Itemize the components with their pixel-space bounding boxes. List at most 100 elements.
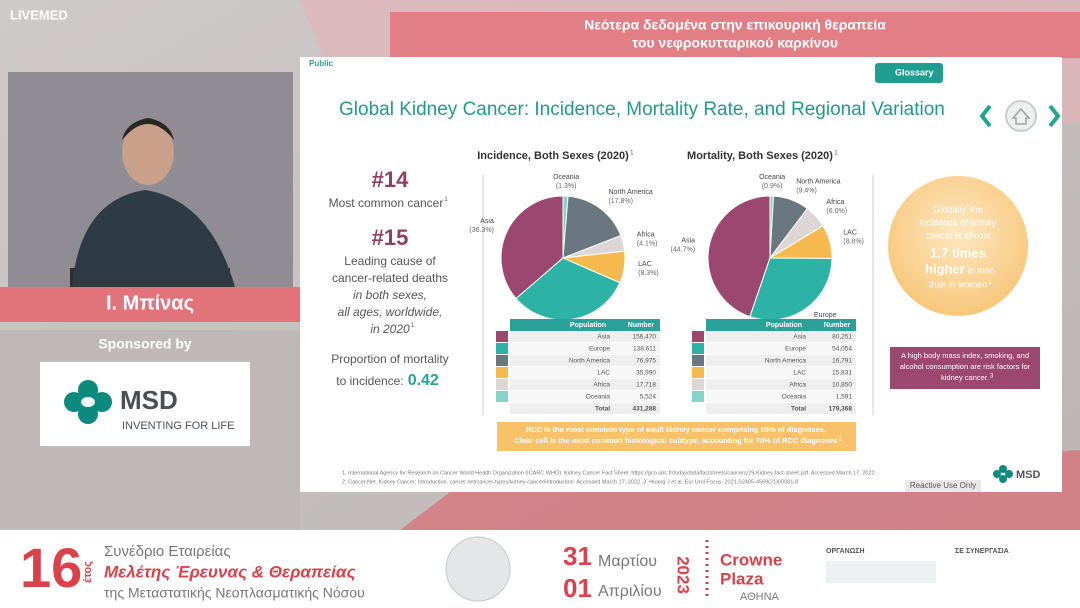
table-swatch xyxy=(692,343,704,354)
table-swatch xyxy=(496,331,508,342)
table-header-cell: Population xyxy=(570,322,606,329)
rcc-text: Clear cell is the most common histologic… xyxy=(515,436,838,445)
table-cell: 80,251 xyxy=(832,334,852,341)
sponsor-logo: MSD xyxy=(120,385,178,415)
callout-text: than in women xyxy=(929,279,988,289)
prev-arrow[interactable] xyxy=(979,104,992,128)
table-cell: LAC xyxy=(597,370,610,377)
reference: 1 xyxy=(444,197,448,203)
table-row xyxy=(510,391,660,402)
pie-slice xyxy=(562,195,622,259)
table-cell: 156,470 xyxy=(633,334,657,341)
slide-tag: Public xyxy=(309,59,334,68)
event-venue: Plaza xyxy=(720,569,764,588)
slice-label: Asia xyxy=(681,237,695,244)
name-bar xyxy=(0,287,300,322)
table-swatch xyxy=(692,391,704,402)
table-cell: 179,368 xyxy=(829,406,853,413)
table-cell: 54,054 xyxy=(832,346,852,353)
risk-text: alcohol consumption are risk factors for xyxy=(900,362,1031,371)
slice-value-label: (1.3%) xyxy=(556,183,577,190)
home-button[interactable] xyxy=(1005,100,1037,132)
table-cell: 10,850 xyxy=(832,382,852,389)
table-swatch xyxy=(496,367,508,378)
slice-label: Africa xyxy=(826,199,844,206)
slice-label: Oceania xyxy=(759,174,785,181)
glossary-button[interactable] xyxy=(875,63,943,83)
event-line: της Μεταστατικής Νεοπλασματικής Νόσου xyxy=(104,585,365,601)
table-swatch xyxy=(692,367,704,378)
callout-text: incidence of kidney xyxy=(920,217,997,227)
stat-rank: #14 xyxy=(372,167,409,192)
table-row xyxy=(706,367,856,378)
msd-footer-icon xyxy=(993,465,1013,483)
slice-value-label: (8.8%) xyxy=(843,239,864,246)
glossary[interactable]: Glossary xyxy=(895,67,934,77)
table-swatch xyxy=(496,391,508,402)
table-cell: North America xyxy=(569,358,611,365)
organizer-logo xyxy=(826,561,936,583)
table-swatch xyxy=(496,343,508,354)
callout-highlight: higher xyxy=(925,261,965,276)
slice-label: Asia xyxy=(480,218,494,225)
table-header xyxy=(706,319,856,331)
table-cell: 17,718 xyxy=(636,382,656,389)
slice-label: LAC xyxy=(638,261,652,268)
table-cell: 35,990 xyxy=(636,370,656,377)
slice-label: North America xyxy=(608,189,652,196)
reference: 2 xyxy=(838,437,842,443)
table-cell: Oceania xyxy=(586,394,611,401)
slice-value-label: (9.4%) xyxy=(796,188,817,195)
home-icon xyxy=(1011,107,1031,125)
table-row xyxy=(706,343,856,354)
sponsor-label: Sponsored by xyxy=(98,336,192,352)
stat-label: in 2020 xyxy=(370,322,410,336)
chart-title: Incidence, Both Sexes (2020) xyxy=(477,150,629,162)
stat-value: 0.42 xyxy=(408,372,439,389)
table-row xyxy=(706,379,856,390)
banner-title: Νεότερα δεδομένα στην επικουρική θεραπεί… xyxy=(584,17,886,33)
table-cell: Europe xyxy=(785,346,806,353)
table-header-cell: Number xyxy=(824,322,851,329)
callout-highlight: 1.7 times xyxy=(930,245,986,260)
stat-label: to incidence: xyxy=(336,374,403,388)
table-cell: Asia xyxy=(793,334,806,341)
pie-slice xyxy=(500,195,564,300)
speaker-body xyxy=(72,190,235,287)
footnote: 2. Cancer.Net. Kidney Cancer: Introducti… xyxy=(342,479,798,485)
sponsor-tagline: INVENTING FOR LIFE xyxy=(122,420,234,432)
table-row xyxy=(510,367,660,378)
table-cell: LAC xyxy=(793,370,806,377)
table-row xyxy=(706,391,856,402)
reference: 1 xyxy=(988,280,992,286)
table-header-cell: Number xyxy=(628,322,655,329)
table-cell: 5,524 xyxy=(640,394,657,401)
table-swatch xyxy=(496,379,508,390)
event-suffix: έτος xyxy=(82,561,94,583)
table-cell: North America xyxy=(765,358,807,365)
chart-title: Mortality, Both Sexes (2020) xyxy=(687,150,833,162)
event-organizer: ΟΡΓΑΝΩΣΗ xyxy=(826,548,865,555)
event-year: 2023 xyxy=(674,556,693,594)
rcc-box xyxy=(497,422,856,451)
reactive-label: Reactive Use Only xyxy=(910,481,976,490)
table-swatch xyxy=(692,331,704,342)
reactive-tag xyxy=(905,480,981,492)
table-cell: 15,831 xyxy=(832,370,852,377)
event-partner: ΣΕ ΣΥΝΕΡΓΑΣΙΑ xyxy=(955,548,1009,555)
table-cell: Europe xyxy=(589,346,610,353)
event-venue: Crowne xyxy=(720,550,782,569)
event-month: Μαρτίου xyxy=(598,553,657,570)
table-row xyxy=(706,331,856,342)
event-day: 01 xyxy=(563,573,592,603)
table-row xyxy=(706,355,856,366)
footnote: 1. International Agency for Research on … xyxy=(342,470,876,476)
next-arrow[interactable] xyxy=(1048,104,1061,128)
event-line: Μελέτης Έρευνας & Θεραπείας xyxy=(104,562,356,581)
reference: 1 xyxy=(630,150,634,156)
table-cell: 76,975 xyxy=(636,358,656,365)
table-row xyxy=(510,355,660,366)
speaker-name: Ι. Μπίνας xyxy=(106,292,194,314)
slice-value-label: (8.3%) xyxy=(638,270,659,277)
speaker-hair xyxy=(122,118,174,140)
